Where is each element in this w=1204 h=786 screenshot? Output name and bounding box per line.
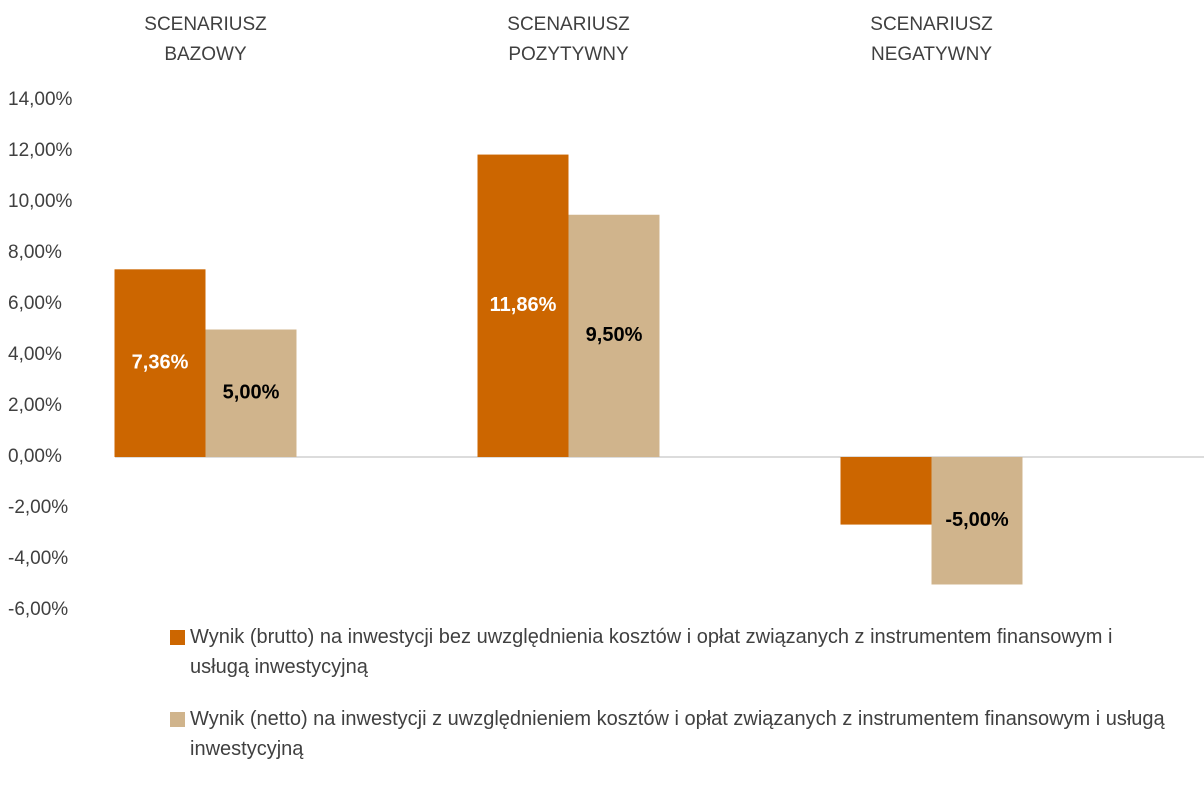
data-label: 9,50% [586, 324, 643, 346]
legend-swatch [170, 630, 185, 645]
data-label: 11,86% [490, 294, 557, 316]
y-tick-label: 6,00% [8, 293, 62, 314]
y-tick-label: 2,00% [8, 395, 62, 416]
y-tick-label: -6,00% [8, 599, 68, 620]
y-tick-label: 14,00% [8, 89, 73, 110]
y-tick-label: 10,00% [8, 191, 73, 212]
data-label: -5,00% [945, 509, 1009, 531]
legend-label: Wynik (brutto) na inwestycji bez uwzględ… [190, 626, 1113, 678]
data-label: 7,36% [132, 351, 189, 373]
y-tick-label: 0,00% [8, 446, 62, 467]
legend-item: Wynik (brutto) na inwestycji bez uwzględ… [170, 622, 1170, 682]
legend-item: Wynik (netto) na inwestycji z uwzględnie… [170, 704, 1170, 764]
chart: -6,00% -4,00% -2,00% 0,00% 2,00% 4,00% 6,00% 8,… [8, 14, 1204, 620]
legend: Wynik (brutto) na inwestycji bez uwzględ… [170, 622, 1170, 786]
x-tick-label: SCENARIUSZ BAZOWY [144, 14, 267, 65]
bar [931, 457, 1023, 585]
y-tick-label: 8,00% [8, 242, 62, 263]
data-label: 5,00% [223, 382, 280, 404]
y-tick-label: -4,00% [8, 548, 68, 569]
page: -6,00% -4,00% -2,00% 0,00% 2,00% 4,00% 6,00% 8,… [8, 14, 1204, 760]
y-tick-label: -2,00% [8, 497, 68, 518]
x-tick-label: SCENARIUSZ POZYTYWNY [507, 14, 630, 65]
legend-label: Wynik (netto) na inwestycji z uwzględnie… [190, 708, 1165, 760]
x-tick-label: SCENARIUSZ NEGATYWNY [870, 14, 993, 65]
bar [840, 457, 932, 525]
bar [477, 154, 569, 457]
y-tick-label: 4,00% [8, 344, 62, 365]
legend-swatch [170, 712, 185, 727]
y-tick-label: 12,00% [8, 140, 73, 161]
bar [568, 214, 660, 457]
bar [205, 329, 297, 457]
bar [114, 269, 206, 457]
